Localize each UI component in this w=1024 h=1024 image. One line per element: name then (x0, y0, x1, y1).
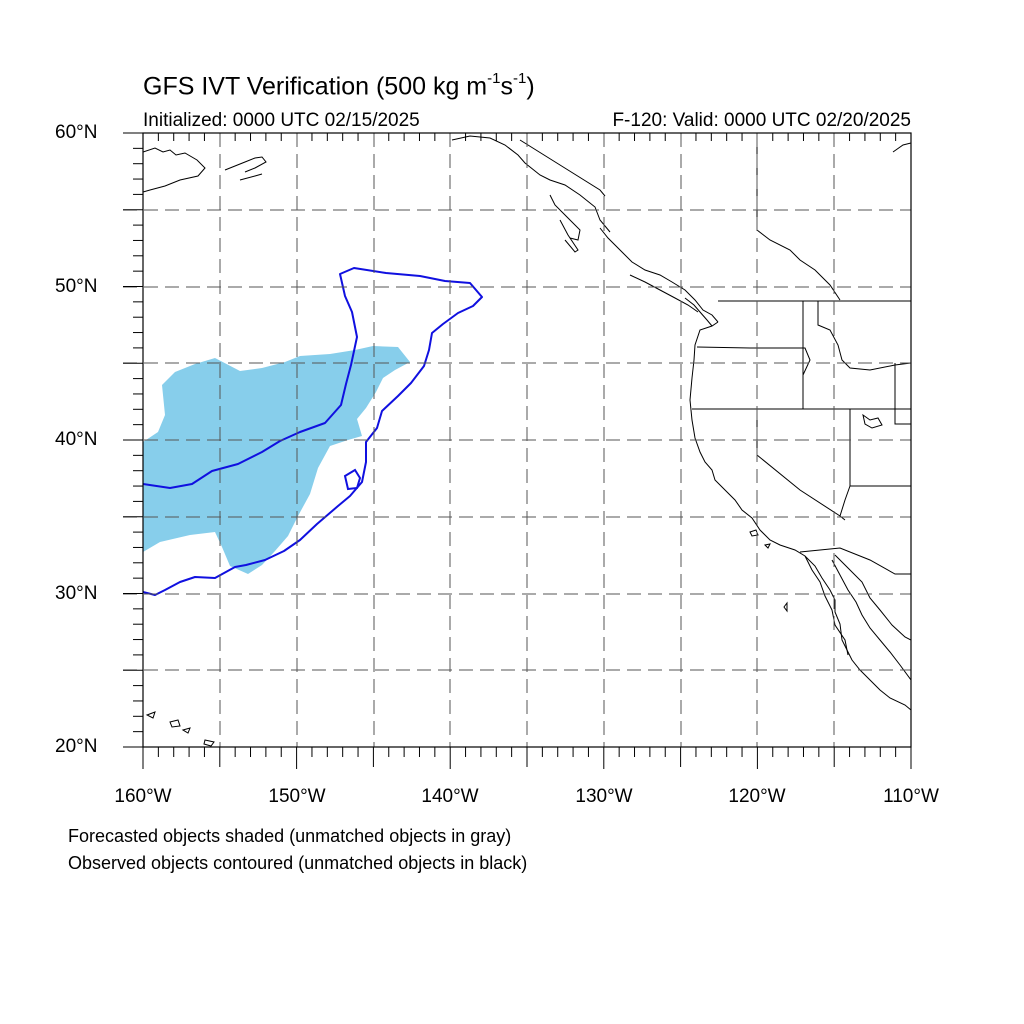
political-borders (692, 133, 911, 575)
legend-note-observed: Observed objects contoured (unmatched ob… (68, 853, 528, 873)
forecast-ivt-object (143, 346, 410, 574)
legend-note-forecast: Forecasted objects shaded (unmatched obj… (68, 826, 512, 846)
coastlines (143, 135, 911, 747)
observed-ivt-contour (143, 267, 483, 596)
lat-label-50n: 50°N (55, 276, 98, 297)
lon-label-160w: 160°W (114, 786, 172, 807)
lon-label-120w: 120°W (728, 786, 786, 807)
grid-lines (123, 133, 911, 747)
observed-ivt-contour-hole (343, 468, 362, 491)
lat-label-40n: 40°N (55, 429, 98, 450)
valid-time: F-120: Valid: 0000 UTC 02/20/2025 (612, 110, 911, 131)
lon-label-110w: 110°W (883, 786, 939, 807)
lat-label-20n: 20°N (55, 736, 98, 757)
initialized-time: Initialized: 0000 UTC 02/15/2025 (143, 110, 420, 131)
lon-label-130w: 130°W (575, 786, 633, 807)
lon-label-140w: 140°W (421, 786, 479, 807)
lon-label-150w: 150°W (268, 786, 326, 807)
lat-label-60n: 60°N (55, 122, 98, 143)
axis-ticks (123, 132, 912, 769)
plot-title: GFS IVT Verification (500 kg m-1s-1) (143, 70, 535, 101)
lat-label-30n: 30°N (55, 583, 98, 604)
